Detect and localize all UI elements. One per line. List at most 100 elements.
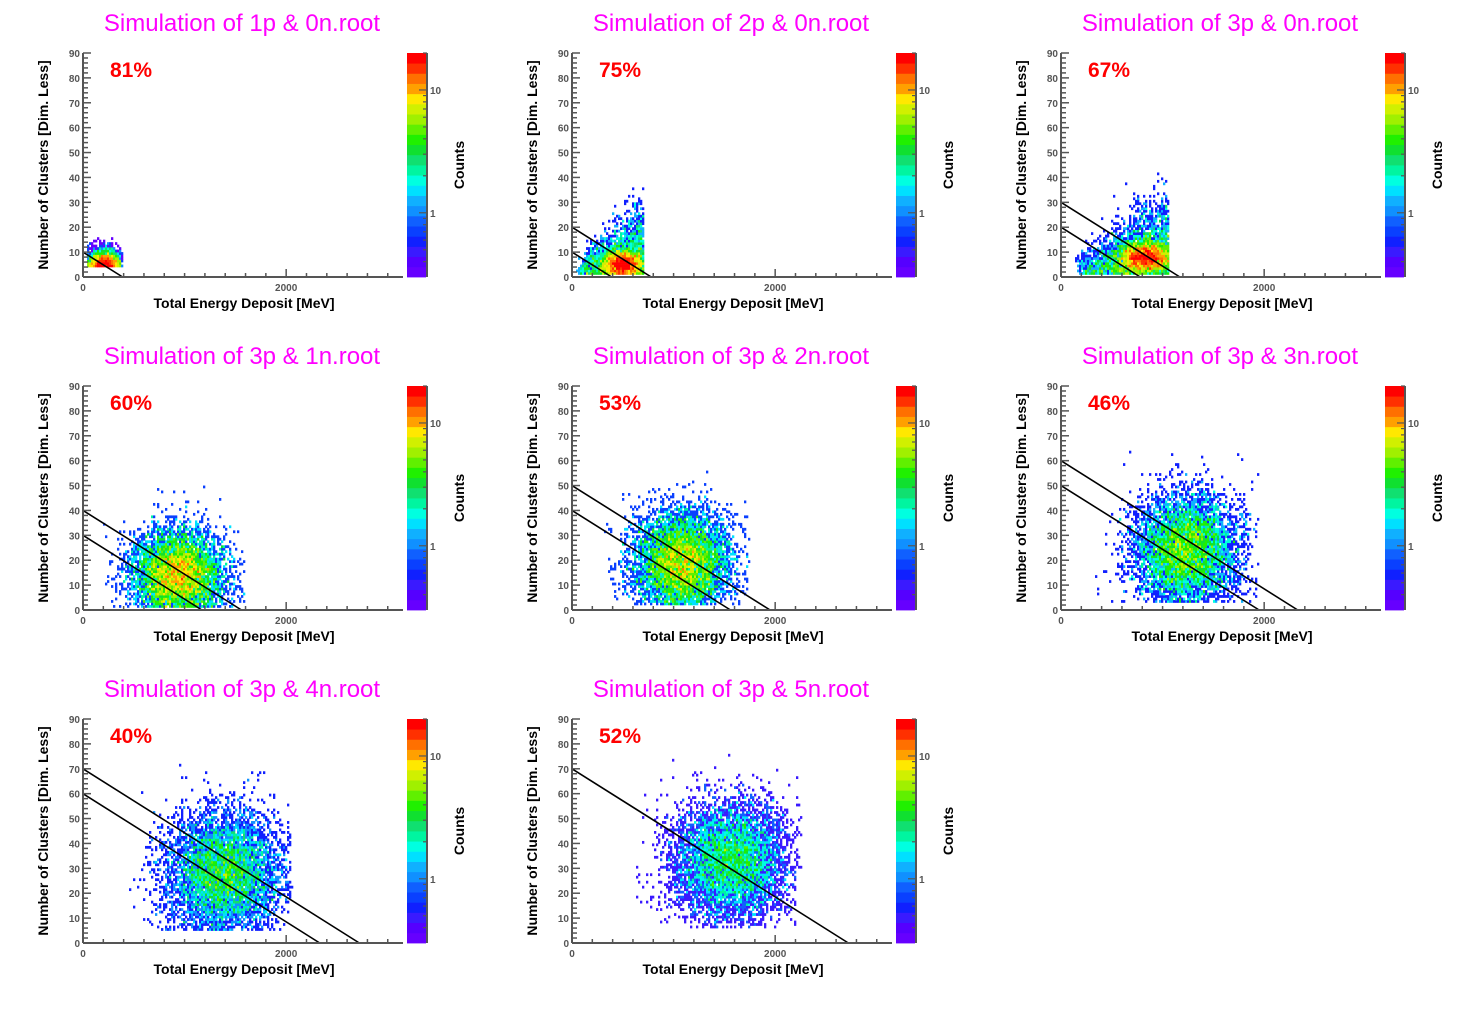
heatmap-bin <box>634 580 637 583</box>
heatmap-bin <box>650 565 653 568</box>
heatmap-bin <box>155 530 158 534</box>
heatmap-bin <box>1151 242 1154 245</box>
heatmap-bin <box>1091 259 1094 263</box>
heatmap-bin <box>1093 257 1096 260</box>
heatmap-bin <box>133 555 136 559</box>
heatmap-bin <box>666 572 669 576</box>
heatmap-bin <box>646 570 649 573</box>
heatmap-bin <box>606 262 609 265</box>
heatmap-bin <box>149 592 152 596</box>
heatmap-bin <box>1077 259 1080 263</box>
heatmap-bin <box>650 600 653 603</box>
heatmap-bin <box>203 570 206 573</box>
heatmap-bin <box>634 545 637 549</box>
heatmap-bin <box>167 565 170 568</box>
heatmap-bin <box>660 555 663 559</box>
heatmap-bin <box>638 575 641 578</box>
heatmap-bin <box>656 552 659 556</box>
heatmap-bin <box>151 515 154 519</box>
heatmap-bin <box>1159 272 1162 275</box>
heatmap-bin <box>1155 262 1158 265</box>
heatmap-bin <box>141 535 144 539</box>
heatmap-bin <box>644 537 647 541</box>
heatmap-bin <box>89 259 92 263</box>
heatmap-bin <box>139 572 142 576</box>
heatmap-bin <box>151 582 154 586</box>
heatmap-bin <box>1115 242 1118 245</box>
heatmap-bin <box>686 582 689 586</box>
heatmap-bin <box>1091 262 1094 265</box>
heatmap-bin <box>678 567 681 571</box>
heatmap-bin <box>640 217 643 221</box>
heatmap-bin <box>211 565 214 568</box>
heatmap-bin <box>175 587 178 591</box>
heatmap-bin <box>694 575 697 578</box>
heatmap-bin <box>103 239 106 243</box>
heatmap-bin <box>1109 252 1112 255</box>
heatmap-bin <box>1161 252 1164 255</box>
heatmap-bin <box>662 585 665 588</box>
heatmap-bin <box>578 267 581 270</box>
efficiency-label: 67% <box>1088 59 1130 82</box>
heatmap-bin <box>219 547 222 551</box>
heatmap-bin <box>1157 247 1160 250</box>
heatmap-bin <box>720 565 723 568</box>
heatmap-bin <box>179 597 182 601</box>
heatmap-bin <box>1149 219 1152 223</box>
heatmap-bin <box>634 560 637 564</box>
heatmap-bin <box>688 585 691 588</box>
heatmap-bin <box>668 597 671 601</box>
heatmap-bin <box>217 565 220 568</box>
heatmap-bin <box>191 570 194 573</box>
heatmap-bin <box>674 557 677 561</box>
heatmap-bin <box>1129 267 1132 270</box>
heatmap-bin <box>1119 267 1122 270</box>
heatmap-bin <box>209 555 212 559</box>
heatmap-bin <box>710 575 713 578</box>
heatmap-bin <box>1161 197 1164 201</box>
heatmap-bin <box>702 555 705 559</box>
heatmap-bin <box>153 577 156 581</box>
heatmap-bin <box>1129 262 1132 265</box>
heatmap-bin <box>1137 259 1140 263</box>
heatmap-bin <box>1151 217 1154 221</box>
heatmap-bin <box>141 542 144 546</box>
heatmap-bin <box>744 572 747 576</box>
heatmap-bin <box>127 592 130 596</box>
heatmap-bin <box>694 600 697 603</box>
heatmap-bin <box>654 580 657 583</box>
heatmap-bin <box>155 562 158 566</box>
heatmap-bin <box>137 572 140 576</box>
heatmap-bin <box>1137 202 1140 206</box>
heatmap-bin <box>652 550 655 554</box>
heatmap-bin <box>694 587 697 591</box>
heatmap-bin <box>177 545 180 549</box>
heatmap-bin <box>151 565 154 568</box>
heatmap-bin <box>720 540 723 544</box>
color-scale-band <box>1385 154 1404 166</box>
heatmap-bin <box>648 592 651 596</box>
heatmap-bin <box>684 600 687 603</box>
heatmap-bin <box>201 542 204 546</box>
heatmap-bin <box>1089 262 1092 265</box>
heatmap-bin <box>666 567 669 571</box>
heatmap-bin <box>734 590 737 593</box>
heatmap-bin <box>648 567 651 571</box>
heatmap-bin <box>588 264 591 268</box>
heatmap-bin <box>674 545 677 549</box>
heatmap-bin <box>161 572 164 576</box>
heatmap-bin <box>698 590 701 593</box>
heatmap-bin <box>1151 237 1154 240</box>
heatmap-bin <box>716 582 719 586</box>
heatmap-bin <box>149 605 152 608</box>
heatmap-bin <box>718 582 721 586</box>
heatmap-bin <box>1161 257 1164 260</box>
color-scale-band <box>1385 73 1404 84</box>
heatmap-bin <box>652 590 655 593</box>
heatmap-bin <box>1157 224 1160 228</box>
heatmap-bin <box>602 264 605 268</box>
heatmap-bin <box>1129 237 1132 240</box>
heatmap-bin <box>632 575 635 578</box>
heatmap-bin <box>163 537 166 541</box>
